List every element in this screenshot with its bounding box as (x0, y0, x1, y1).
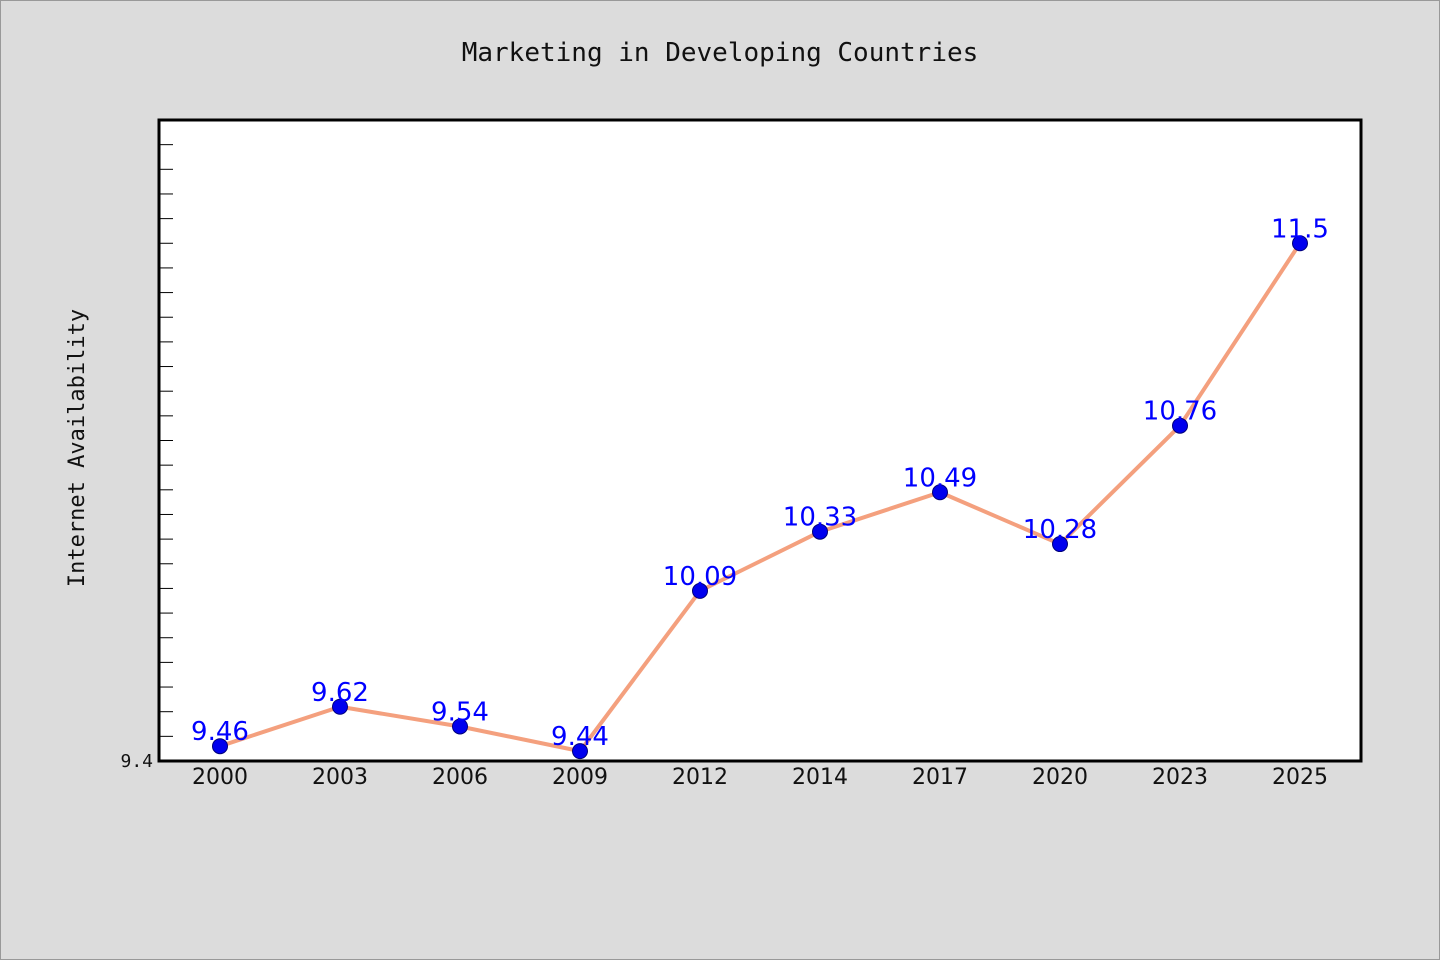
x-tick-label: 2012 (672, 765, 728, 790)
data-point-marker (452, 718, 468, 735)
data-label: 9.54 (431, 697, 489, 727)
x-tick-labels: 2000 2003 2006 2009 2012 2014 2017 2020 2023 2025 (192, 765, 1328, 790)
data-point-marker (692, 582, 708, 599)
data-label: 11.5 (1271, 214, 1329, 244)
data-label: 9.46 (191, 717, 249, 747)
data-point-marker (212, 738, 228, 755)
data-point-marker (1052, 536, 1068, 553)
series-line-layer (219, 242, 1302, 754)
y-tick-labels: 9.4 (120, 751, 153, 772)
x-tick-label: 2003 (312, 765, 368, 790)
data-label: 9.62 (311, 678, 369, 708)
x-tick-label: 2000 (192, 765, 248, 790)
data-label: 10.76 (1143, 397, 1217, 427)
x-tick-label: 2023 (1152, 765, 1208, 790)
x-tick-label: 2009 (552, 765, 608, 790)
data-point-marker (932, 484, 948, 501)
x-tick-label: 2020 (1032, 765, 1088, 790)
data-point-marker (332, 698, 348, 715)
data-labels: 9.46 9.62 9.54 9.44 10.09 10.33 10.49 10.28 10.7… (191, 214, 1329, 752)
x-tick-label: 2014 (792, 765, 848, 790)
data-markers (212, 235, 1308, 760)
y-minor-ticks (159, 144, 173, 737)
x-tick-label: 2017 (912, 765, 968, 790)
x-tick-label: 2025 (1272, 765, 1328, 790)
x-tick-label: 2006 (432, 765, 488, 790)
plot-frame (157, 118, 1363, 763)
chart-title: Marketing in Developing Countries (462, 38, 979, 68)
data-label: 10.33 (783, 503, 857, 533)
data-point-marker (572, 743, 588, 760)
data-label: 10.49 (903, 463, 977, 493)
data-point-marker (1292, 235, 1308, 252)
y-axis-label: Internet Availability (65, 309, 90, 587)
data-label: 10.09 (663, 562, 737, 592)
data-point-marker (1172, 417, 1188, 434)
plot-area (159, 120, 1361, 761)
series-line (219, 242, 1302, 754)
data-point-marker (812, 523, 828, 540)
data-label: 9.44 (551, 722, 609, 752)
data-label: 10.28 (1023, 515, 1097, 545)
y-tick-label: 9.4 (120, 751, 153, 772)
